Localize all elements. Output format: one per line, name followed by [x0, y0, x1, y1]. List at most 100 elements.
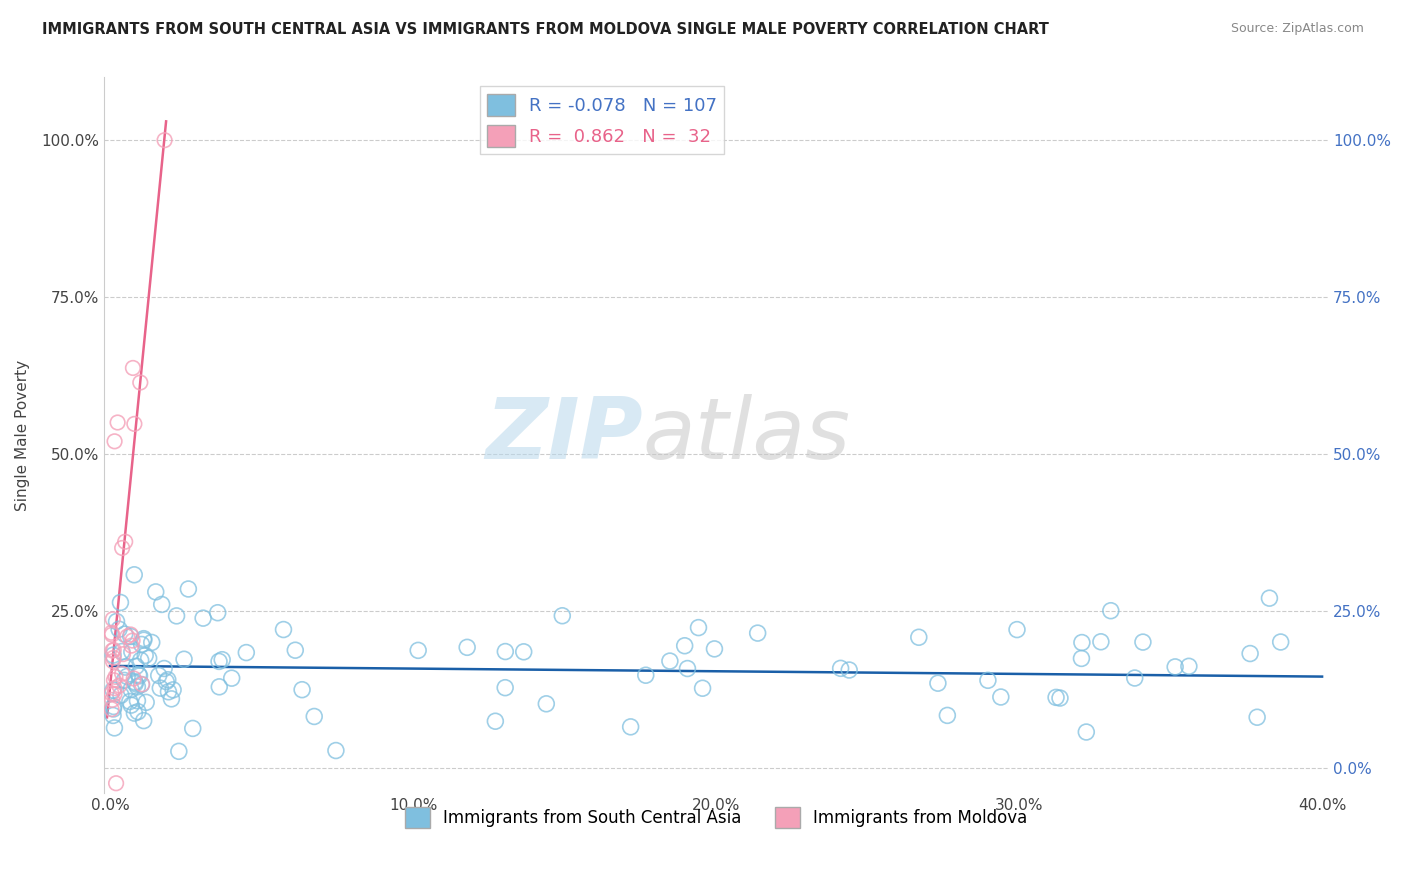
Point — [128, 669, 150, 683]
Point — [112, 647, 135, 661]
Point — [692, 681, 714, 696]
Point — [103, 643, 125, 657]
Point — [1239, 647, 1261, 661]
Point — [221, 671, 243, 685]
Point — [676, 661, 699, 675]
Point — [108, 622, 131, 636]
Point — [101, 648, 124, 662]
Point — [155, 674, 177, 689]
Point — [167, 744, 190, 758]
Point — [166, 608, 188, 623]
Point — [181, 722, 204, 736]
Point — [103, 434, 125, 449]
Point — [1005, 623, 1028, 637]
Point — [101, 628, 124, 642]
Point — [153, 661, 176, 675]
Point — [120, 698, 142, 712]
Point — [134, 648, 156, 663]
Point — [177, 582, 200, 596]
Point — [1049, 691, 1071, 706]
Point — [124, 417, 146, 431]
Text: Source: ZipAtlas.com: Source: ZipAtlas.com — [1230, 22, 1364, 36]
Point — [145, 585, 167, 599]
Point — [138, 651, 160, 665]
Point — [132, 714, 155, 728]
Point — [325, 743, 347, 757]
Point — [494, 681, 516, 695]
Point — [115, 669, 138, 683]
Point — [127, 680, 149, 694]
Text: IMMIGRANTS FROM SOUTH CENTRAL ASIA VS IMMIGRANTS FROM MOLDOVA SINGLE MALE POVERT: IMMIGRANTS FROM SOUTH CENTRAL ASIA VS IM… — [42, 22, 1049, 37]
Point — [111, 541, 134, 555]
Point — [105, 615, 128, 629]
Point — [162, 682, 184, 697]
Point — [101, 708, 124, 723]
Point — [131, 637, 153, 651]
Point — [302, 709, 325, 723]
Point — [235, 646, 257, 660]
Point — [103, 651, 125, 665]
Point — [112, 673, 135, 688]
Point — [135, 695, 157, 709]
Point — [208, 654, 231, 668]
Point — [103, 702, 125, 716]
Point — [118, 694, 141, 708]
Point — [406, 643, 429, 657]
Point — [141, 635, 163, 649]
Point — [101, 683, 124, 698]
Point — [291, 682, 314, 697]
Point — [127, 705, 149, 719]
Point — [100, 625, 122, 640]
Point — [1270, 635, 1292, 649]
Point — [125, 659, 148, 673]
Point — [129, 376, 152, 390]
Point — [191, 611, 214, 625]
Point — [688, 621, 710, 635]
Point — [1070, 651, 1092, 665]
Point — [110, 688, 132, 702]
Point — [120, 682, 142, 697]
Point — [551, 608, 574, 623]
Point — [103, 673, 125, 688]
Text: ZIP: ZIP — [485, 393, 643, 476]
Point — [1246, 710, 1268, 724]
Point — [103, 721, 125, 735]
Point — [990, 690, 1012, 704]
Point — [117, 630, 139, 644]
Point — [114, 660, 136, 674]
Point — [103, 687, 125, 701]
Point — [907, 630, 929, 644]
Point — [132, 633, 155, 648]
Point — [484, 714, 506, 729]
Point — [153, 133, 176, 147]
Point — [284, 643, 307, 657]
Point — [673, 639, 696, 653]
Point — [124, 706, 146, 720]
Point — [156, 673, 179, 687]
Point — [1099, 604, 1122, 618]
Point — [120, 639, 142, 653]
Point — [105, 776, 128, 790]
Point — [149, 681, 172, 695]
Point — [131, 677, 153, 691]
Point — [122, 361, 145, 376]
Point — [124, 676, 146, 690]
Point — [120, 627, 142, 641]
Point — [160, 691, 183, 706]
Point — [103, 699, 125, 714]
Point — [148, 668, 170, 682]
Point — [208, 680, 231, 694]
Point — [634, 668, 657, 682]
Point — [103, 681, 125, 696]
Point — [111, 666, 134, 681]
Point — [512, 645, 534, 659]
Point — [157, 685, 180, 699]
Y-axis label: Single Male Poverty: Single Male Poverty — [15, 359, 30, 510]
Point — [122, 567, 145, 582]
Point — [830, 661, 852, 675]
Point — [207, 606, 229, 620]
Point — [122, 672, 145, 686]
Point — [114, 627, 136, 641]
Point — [456, 640, 478, 655]
Point — [494, 644, 516, 658]
